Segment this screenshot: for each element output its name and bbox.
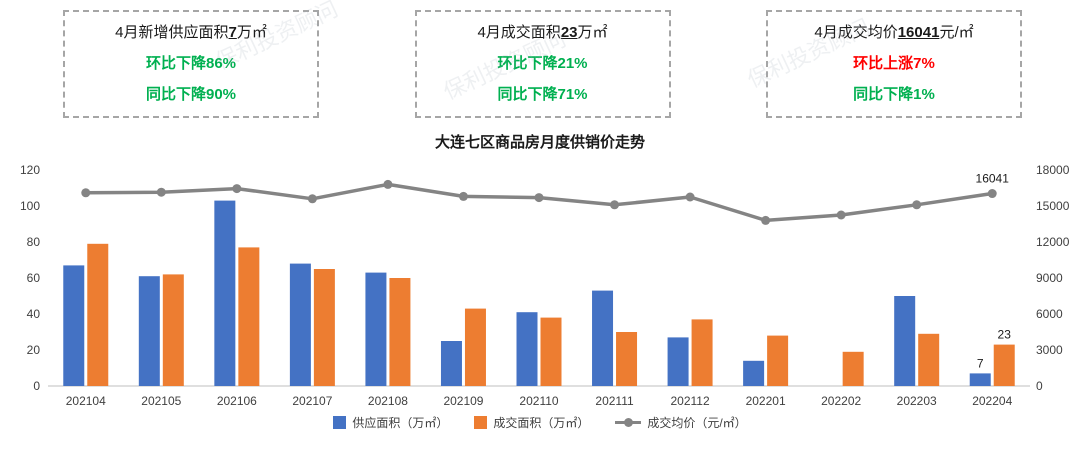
legend-label: 成交均价（元/㎡） xyxy=(647,416,747,430)
legend-label: 供应面积（万㎡） xyxy=(352,416,449,430)
headline-prefix: 4月新增供应面积 xyxy=(115,24,229,41)
headline-value: 16041 xyxy=(897,24,940,41)
svg-text:202112: 202112 xyxy=(670,394,709,408)
svg-text:7: 7 xyxy=(977,356,984,370)
svg-text:202111: 202111 xyxy=(595,394,634,408)
mom-change: 环比下降21% xyxy=(497,55,588,72)
svg-text:202104: 202104 xyxy=(66,394,106,408)
summary-box-new-supply: 4月新增供应面积7万㎡ 环比下降86% 同比下降90% xyxy=(63,10,319,118)
headline-value: 7 xyxy=(228,24,237,41)
svg-text:80: 80 xyxy=(27,235,41,249)
svg-text:15000: 15000 xyxy=(1036,199,1070,213)
headline-prefix: 4月成交均价 xyxy=(814,24,898,41)
svg-text:202203: 202203 xyxy=(897,394,937,408)
headline-suffix: 元/㎡ xyxy=(939,24,974,41)
svg-text:20: 20 xyxy=(27,343,41,357)
svg-text:9000: 9000 xyxy=(1036,271,1063,285)
svg-text:202204: 202204 xyxy=(972,394,1012,408)
svg-text:120: 120 xyxy=(20,163,40,177)
chart-title: 大连七区商品房月度供销价走势 xyxy=(434,134,645,151)
svg-text:3000: 3000 xyxy=(1036,343,1063,357)
legend-label: 成交面积（万㎡） xyxy=(493,416,590,430)
svg-text:202107: 202107 xyxy=(292,394,332,408)
svg-text:100: 100 xyxy=(20,199,40,213)
headline-suffix: 万㎡ xyxy=(577,24,608,41)
mom-change: 环比下降86% xyxy=(145,55,237,72)
svg-text:0: 0 xyxy=(1036,379,1043,393)
summary-headline: 4月新增供应面积7万㎡ xyxy=(69,18,313,48)
yoy-change: 同比下降90% xyxy=(145,86,237,103)
legend-item-supply-area: 供应面积（万㎡） xyxy=(333,414,448,431)
summary-headline: 4月成交均价16041元/㎡ xyxy=(772,18,1016,48)
svg-text:40: 40 xyxy=(27,307,41,321)
svg-text:23: 23 xyxy=(998,328,1012,342)
deal-area-swatch xyxy=(474,416,488,429)
headline-suffix: 万㎡ xyxy=(236,24,267,41)
svg-text:16041: 16041 xyxy=(976,172,1010,186)
legend-item-deal-area: 成交面积（万㎡） xyxy=(474,414,589,431)
avg-price-swatch xyxy=(615,418,642,427)
svg-text:6000: 6000 xyxy=(1036,307,1063,321)
summary-box-avg-price: 4月成交均价16041元/㎡ 环比上涨7% 同比下降1% xyxy=(766,10,1022,118)
svg-text:18000: 18000 xyxy=(1036,163,1070,177)
combo-chart: 0 20 40 60 80 100 120 0 3000 6000 9000 12000 15000 18… xyxy=(20,163,1070,408)
svg-text:202105: 202105 xyxy=(141,394,181,408)
svg-text:202202: 202202 xyxy=(821,394,861,408)
svg-text:202109: 202109 xyxy=(443,394,483,408)
headline-prefix: 4月成交面积 xyxy=(477,24,561,41)
svg-text:12000: 12000 xyxy=(1036,235,1070,249)
supply-area-swatch xyxy=(333,416,347,429)
svg-text:60: 60 xyxy=(27,271,41,285)
legend-item-avg-price: 成交均价（元/㎡） xyxy=(615,414,747,431)
yoy-change: 同比下降1% xyxy=(853,86,935,103)
mom-change: 环比上涨7% xyxy=(853,55,935,72)
svg-text:0: 0 xyxy=(33,379,40,393)
yoy-change: 同比下降71% xyxy=(497,86,588,103)
summary-boxes: 4月新增供应面积7万㎡ 环比下降86% 同比下降90% 4月成交面积23万㎡ 环… xyxy=(63,10,1022,118)
svg-text:202108: 202108 xyxy=(368,394,408,408)
chart-legend: 供应面积（万㎡） 成交面积（万㎡） 成交均价（元/㎡） xyxy=(0,414,1080,431)
svg-text:202110: 202110 xyxy=(519,394,558,408)
summary-box-deal-area: 4月成交面积23万㎡ 环比下降21% 同比下降71% xyxy=(414,10,671,118)
summary-headline: 4月成交面积23万㎡ xyxy=(421,18,665,48)
headline-value: 23 xyxy=(560,24,578,41)
svg-text:202106: 202106 xyxy=(217,394,257,408)
svg-text:202201: 202201 xyxy=(746,394,786,408)
